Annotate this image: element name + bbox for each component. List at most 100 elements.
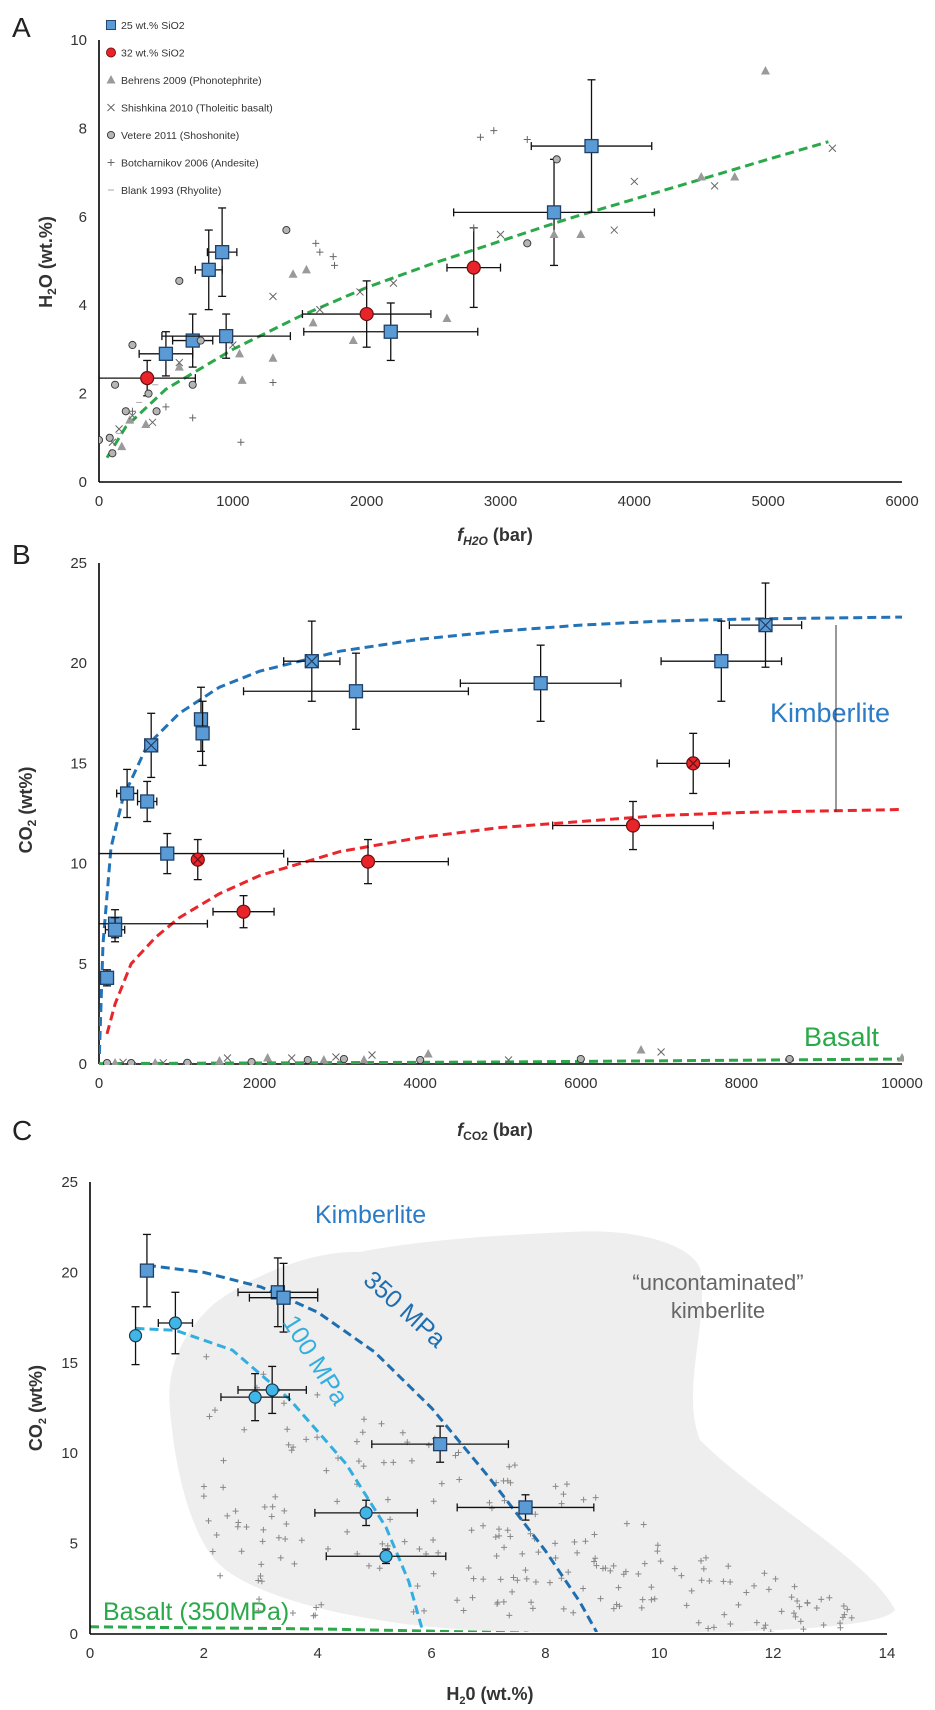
panel-a-x-axis-label: fH2O (bar) — [457, 525, 533, 548]
panel-c-kimberlite-label: Kimberlite — [315, 1201, 426, 1229]
kimberlite-data-cross — [209, 1548, 216, 1555]
data-point — [111, 380, 120, 389]
kimberlite-data-cross — [591, 1558, 598, 1565]
kimberlite-data-cross — [582, 1538, 589, 1545]
kimberlite-data-cross — [211, 1407, 218, 1414]
legend-label: Blank 1993 (Rhyolite) — [121, 185, 221, 197]
data-point — [470, 224, 478, 232]
x-tick-label: 0 — [86, 1645, 94, 1662]
data-point — [159, 1058, 168, 1065]
kimberlite-data-cross — [495, 1526, 502, 1533]
kimberlite-data-cross — [399, 1429, 406, 1436]
kimberlite-data-cross — [501, 1497, 508, 1504]
data-point — [319, 1054, 329, 1064]
kimberlite-data-cross — [599, 1565, 606, 1572]
data-point — [348, 335, 358, 345]
data-point — [189, 414, 197, 422]
kimberlite-data-cross — [414, 1583, 421, 1590]
kimberlite-data-cross — [232, 1508, 239, 1515]
data-point — [99, 970, 115, 985]
kimberlite-data-cross — [797, 1618, 804, 1625]
data-point — [760, 65, 770, 75]
legend-marker — [106, 75, 116, 84]
data-point — [248, 1390, 262, 1404]
panel-b-basalt-label: Basalt — [804, 1022, 880, 1052]
kimberlite-data-cross — [597, 1595, 604, 1602]
x-tick-label: 5000 — [751, 493, 784, 510]
kimberlite-data-cross — [610, 1562, 617, 1569]
data-point — [201, 262, 216, 277]
x-tick-label: 2000 — [350, 493, 383, 510]
data-point — [168, 1316, 182, 1330]
kimberlite-data-cross — [493, 1553, 500, 1559]
kimberlite-data-cross — [241, 1426, 248, 1433]
data-point — [630, 177, 639, 186]
kimberlite-data-cross — [695, 1619, 702, 1626]
kimberlite-data-cross — [507, 1533, 514, 1540]
kimberlite-data-cross — [610, 1605, 617, 1612]
kimberlite-data-cross — [507, 1479, 514, 1486]
data-point — [151, 1058, 159, 1065]
kimberlite-data-cross — [205, 1517, 212, 1524]
data-point — [175, 358, 184, 367]
kimberlite-data-cross — [639, 1596, 646, 1603]
data-point — [730, 172, 740, 181]
kimberlite-data-cross — [794, 1598, 801, 1605]
kimberlite-data-cross — [255, 1607, 262, 1614]
kimberlite-data-cross — [753, 1619, 760, 1626]
data-point — [141, 419, 151, 429]
data-point — [269, 292, 277, 301]
kimberlite-data-cross — [519, 1550, 526, 1557]
data-point — [576, 229, 586, 238]
kimberlite-data-cross — [312, 1612, 319, 1619]
kimberlite-data-cross — [324, 1545, 331, 1552]
data-point — [193, 712, 209, 727]
kimberlite-data-cross — [506, 1612, 513, 1619]
kimberlite-data-cross — [217, 1572, 224, 1579]
kimberlite-data-cross — [593, 1562, 600, 1569]
kimberlite-data-cross — [494, 1599, 501, 1606]
data-point — [379, 1549, 393, 1563]
data-point — [316, 248, 324, 256]
x-tick-label: 4000 — [618, 493, 651, 510]
x-tick-label: 10 — [651, 1645, 668, 1662]
kimberlite-data-cross — [523, 1575, 530, 1582]
panel-a-y-axis-label: H2O (wt.%) — [36, 216, 59, 308]
data-point — [686, 756, 701, 771]
legend-label: Vetere 2011 (Shoshonite) — [121, 130, 239, 142]
kimberlite-data-cross — [702, 1554, 709, 1561]
data-point — [117, 441, 127, 451]
data-point — [897, 1052, 904, 1062]
kimberlite-data-cross — [256, 1596, 263, 1603]
panel-c-uncontaminated-label-1: “uncontaminated” — [632, 1270, 803, 1295]
y-tick-label: 0 — [79, 1056, 87, 1073]
kimberlite-data-cross — [522, 1567, 529, 1574]
kimberlite-data-cross — [552, 1483, 559, 1490]
kimberlite-data-cross — [727, 1578, 734, 1585]
kimberlite-data-cross — [480, 1522, 487, 1529]
data-point — [127, 1058, 136, 1065]
kimberlite-data-cross — [580, 1496, 587, 1503]
kimberlite-data-cross — [528, 1599, 535, 1606]
data-point — [348, 684, 364, 699]
legend-marker — [107, 103, 115, 112]
data-point — [218, 328, 234, 344]
kimberlite-data-cross — [283, 1520, 290, 1527]
kimberlite-data-cross — [492, 1534, 499, 1541]
kimberlite-data-cross — [592, 1494, 599, 1501]
panel-c-basalt-label: Basalt (350MPa) — [103, 1598, 289, 1626]
kimberlite-data-cross — [284, 1426, 291, 1433]
legend-entry: Shishkina 2010 (Tholeitic basalt) — [107, 103, 273, 115]
kimberlite-data-cross — [365, 1562, 372, 1569]
data-point — [99, 435, 104, 445]
data-point — [359, 306, 374, 322]
kimberlite-data-cross — [259, 1538, 266, 1545]
data-point — [610, 226, 619, 234]
kimberlite-data-cross — [430, 1498, 437, 1505]
kimberlite-data-cross — [380, 1459, 387, 1466]
data-point — [102, 1058, 112, 1065]
panel-b-x-axis-label: fCO2 (bar) — [457, 1120, 533, 1143]
data-point — [214, 1055, 224, 1065]
kimberlite-data-cross — [509, 1588, 516, 1595]
data-point — [359, 1506, 373, 1520]
